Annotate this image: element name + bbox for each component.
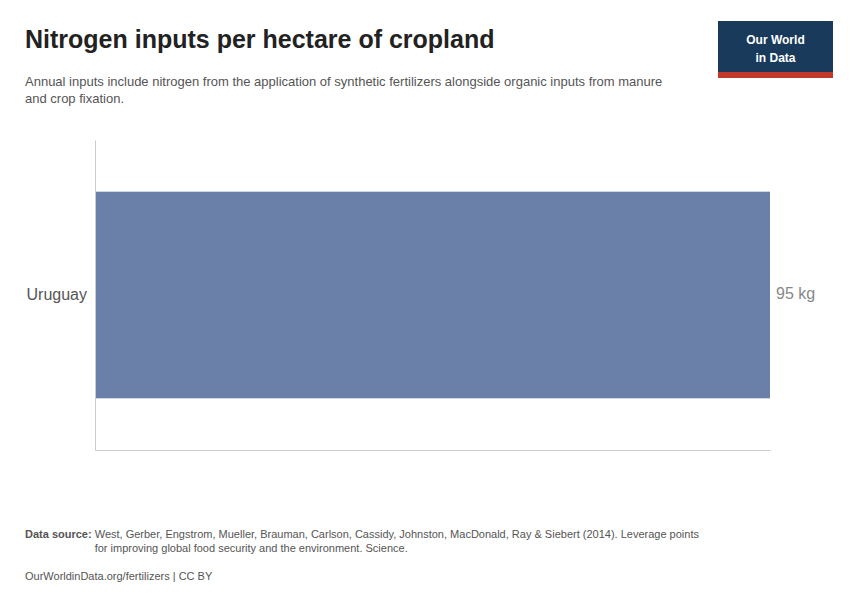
y-tick-label: Uruguay — [27, 286, 87, 303]
bar — [95, 192, 770, 399]
x-axis — [96, 450, 771, 451]
title: Nitrogen inputs per hectare of cropland — [25, 25, 495, 53]
logo-text: in Data — [755, 51, 795, 65]
logo-box — [718, 21, 833, 78]
y-tick: Uruguay — [27, 286, 95, 303]
source-line: West, Gerber, Engstrom, Mueller, Brauman… — [92, 528, 700, 540]
logo: Our World in Data — [718, 21, 833, 78]
url: OurWorldinData.org/fertilizers | CC BY — [25, 570, 213, 582]
source-label: Data source: — [25, 528, 92, 540]
y-axis: Uruguay — [27, 141, 96, 451]
source-text: West, Gerber, Engstrom, Mueller, Brauman… — [92, 528, 700, 554]
subtitle-line: and crop fixation. — [25, 91, 124, 106]
source-line: for improving global food security and t… — [95, 542, 408, 554]
bars — [95, 192, 770, 399]
x-axis-line — [96, 450, 771, 451]
y-axis-line — [95, 141, 96, 451]
data-labels: 95 kg — [776, 285, 815, 302]
subtitle-line: Annual inputs include nitrogen from the … — [25, 74, 662, 89]
subtitle: Annual inputs include nitrogen from the … — [25, 74, 662, 106]
data-label: 95 kg — [776, 285, 815, 302]
plot: Uruguay 95 kg — [27, 141, 816, 451]
chart: Nitrogen inputs per hectare of cropland A… — [0, 0, 850, 600]
logo-text: Our World — [746, 33, 804, 47]
logo-bar — [718, 72, 833, 78]
